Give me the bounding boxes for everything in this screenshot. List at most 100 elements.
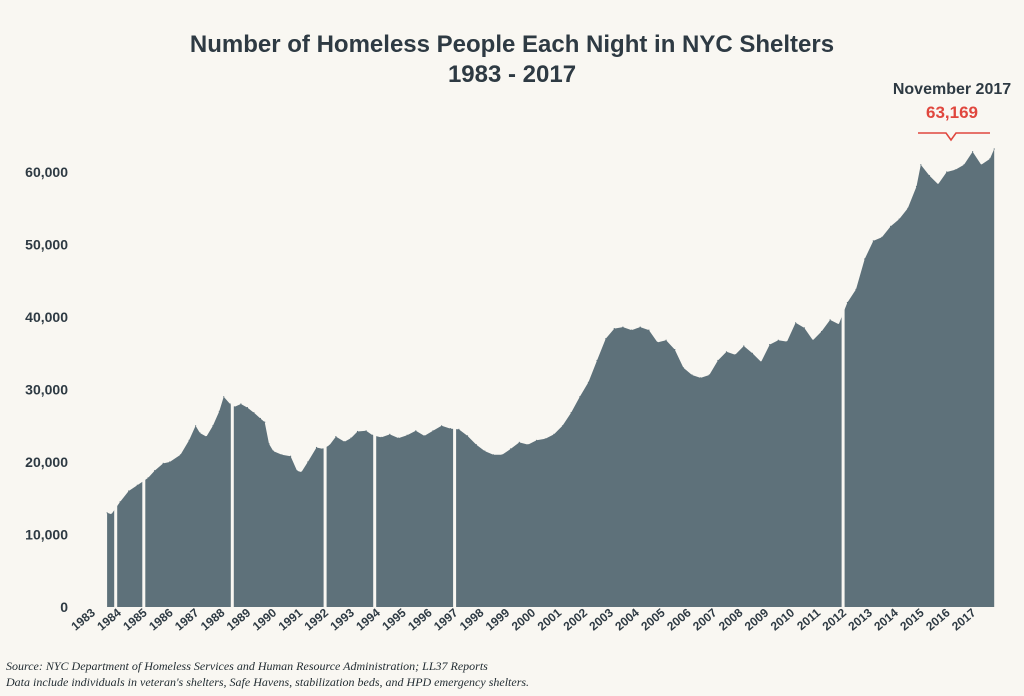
data-point xyxy=(717,359,719,362)
data-point xyxy=(937,183,939,185)
x-tick-label: 1992 xyxy=(302,605,332,633)
gap-line xyxy=(453,162,457,607)
gap-line xyxy=(323,162,327,607)
data-point xyxy=(613,328,615,330)
data-point xyxy=(795,322,797,324)
source-text: Source: NYC Department of Homeless Servi… xyxy=(6,659,488,673)
data-point xyxy=(920,164,922,166)
data-point xyxy=(518,441,520,443)
data-point xyxy=(389,433,391,435)
data-point xyxy=(536,439,538,441)
data-point xyxy=(328,444,330,446)
data-point xyxy=(527,444,529,446)
data-point xyxy=(928,175,931,177)
annotation-value: 63,169 xyxy=(926,103,978,122)
x-tick-label: 2011 xyxy=(794,605,823,633)
data-point xyxy=(199,432,201,434)
area-series xyxy=(106,148,995,607)
x-tick-label: 2013 xyxy=(845,605,875,633)
data-point xyxy=(743,345,745,347)
x-tick-label: 1986 xyxy=(146,605,176,633)
data-point xyxy=(136,484,138,486)
x-tick-label: 1993 xyxy=(327,605,357,633)
x-tick-label: 1995 xyxy=(379,605,409,633)
gap-lines xyxy=(114,162,845,607)
data-point xyxy=(777,339,779,341)
data-point xyxy=(846,301,849,304)
data-point xyxy=(596,359,598,362)
data-point xyxy=(622,326,624,328)
data-point xyxy=(881,236,883,238)
data-point xyxy=(890,225,892,227)
data-point xyxy=(700,377,702,379)
data-point xyxy=(656,341,659,343)
x-tick-label: 1994 xyxy=(353,605,383,633)
data-point xyxy=(246,407,248,409)
y-axis-labels: 0 10,000 20,000 30,000 40,000 50,000 60,000 xyxy=(25,164,68,615)
data-point xyxy=(708,374,710,376)
data-point xyxy=(128,490,130,492)
x-tick-label: 1988 xyxy=(198,605,228,633)
x-tick-label: 2015 xyxy=(897,605,927,633)
y-tick-label: 20,000 xyxy=(25,454,68,470)
x-tick-label: 1983 xyxy=(68,605,98,633)
data-point xyxy=(268,443,270,445)
data-point xyxy=(751,352,754,354)
data-point xyxy=(315,446,318,449)
data-point xyxy=(300,471,302,473)
x-tick-label: 1989 xyxy=(224,605,254,633)
data-point xyxy=(691,374,693,376)
x-tick-label: 2005 xyxy=(638,605,668,633)
data-point xyxy=(475,444,477,446)
data-point xyxy=(406,434,408,436)
data-point xyxy=(195,425,197,427)
data-point xyxy=(838,323,840,325)
x-tick-label: 1998 xyxy=(457,605,487,633)
x-tick-label: 2002 xyxy=(561,605,591,633)
data-point xyxy=(335,436,337,438)
data-point xyxy=(432,430,434,432)
y-tick-label: 0 xyxy=(60,599,68,615)
gap-line xyxy=(373,162,377,607)
x-tick-label: 2014 xyxy=(871,605,901,633)
data-point xyxy=(162,462,164,464)
data-point xyxy=(587,381,590,383)
data-point xyxy=(570,412,572,414)
data-point xyxy=(484,450,486,452)
y-tick-label: 50,000 xyxy=(25,237,68,253)
data-point xyxy=(510,448,512,450)
x-tick-label: 2008 xyxy=(716,605,746,633)
annotation: November 2017 63,169 xyxy=(893,81,1011,142)
area-path xyxy=(107,149,995,607)
x-tick-label: 1985 xyxy=(120,605,150,633)
data-point xyxy=(963,164,965,166)
annotation-marker xyxy=(918,132,990,142)
y-tick-label: 10,000 xyxy=(25,527,68,543)
x-tick-label: 2016 xyxy=(923,605,953,633)
data-point xyxy=(423,435,425,437)
data-point xyxy=(812,339,814,341)
data-point xyxy=(674,349,676,351)
data-point xyxy=(872,240,874,242)
data-point xyxy=(179,454,182,456)
data-point xyxy=(946,171,948,173)
data-point xyxy=(264,421,266,423)
data-point xyxy=(907,207,909,209)
data-point xyxy=(605,338,607,340)
data-point xyxy=(553,433,555,435)
data-point xyxy=(372,434,374,436)
data-point xyxy=(898,218,900,220)
data-point xyxy=(492,454,494,456)
data-point xyxy=(281,454,283,456)
data-point xyxy=(989,158,991,160)
data-point xyxy=(449,428,451,430)
data-point xyxy=(350,437,352,439)
data-point xyxy=(501,454,503,456)
x-tick-label: 2006 xyxy=(664,605,694,633)
data-point xyxy=(356,430,359,433)
data-point xyxy=(993,148,995,150)
data-point xyxy=(734,354,736,356)
data-point xyxy=(915,185,918,188)
x-tick-label: 1991 xyxy=(276,605,306,633)
